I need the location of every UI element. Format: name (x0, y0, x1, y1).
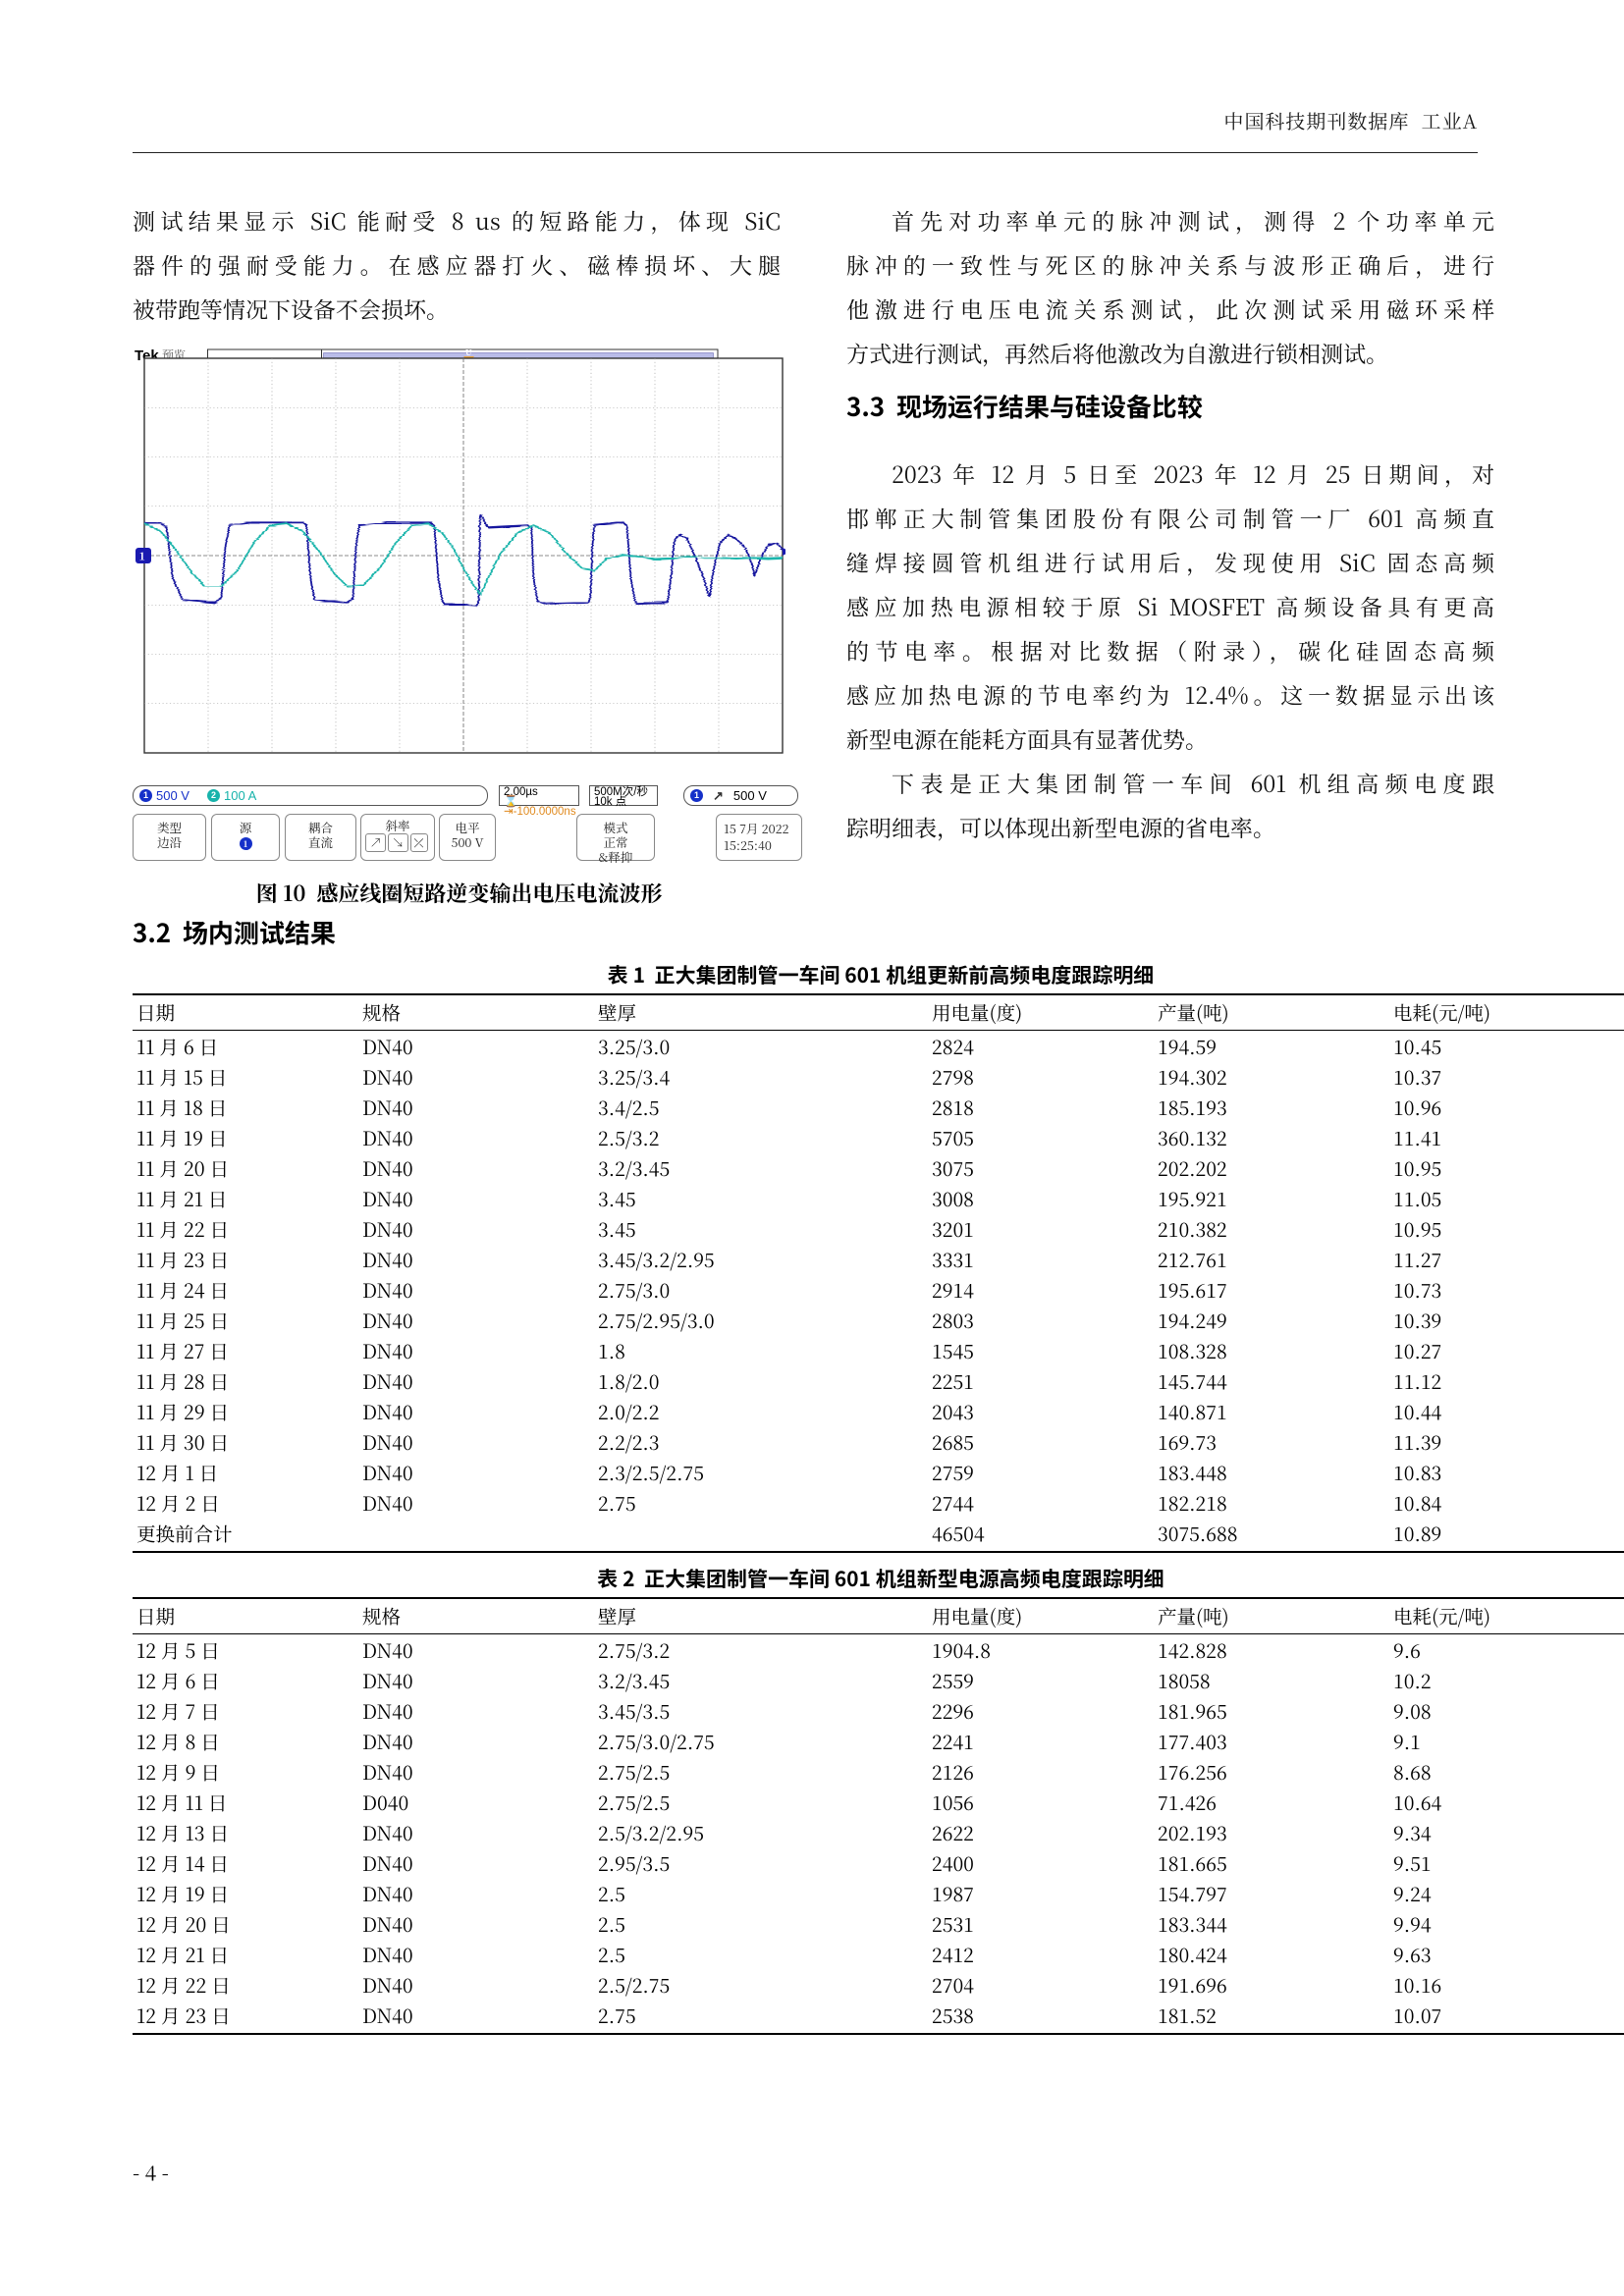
svg-text:1: 1 (139, 549, 145, 564)
svg-text:U: U (465, 348, 472, 358)
